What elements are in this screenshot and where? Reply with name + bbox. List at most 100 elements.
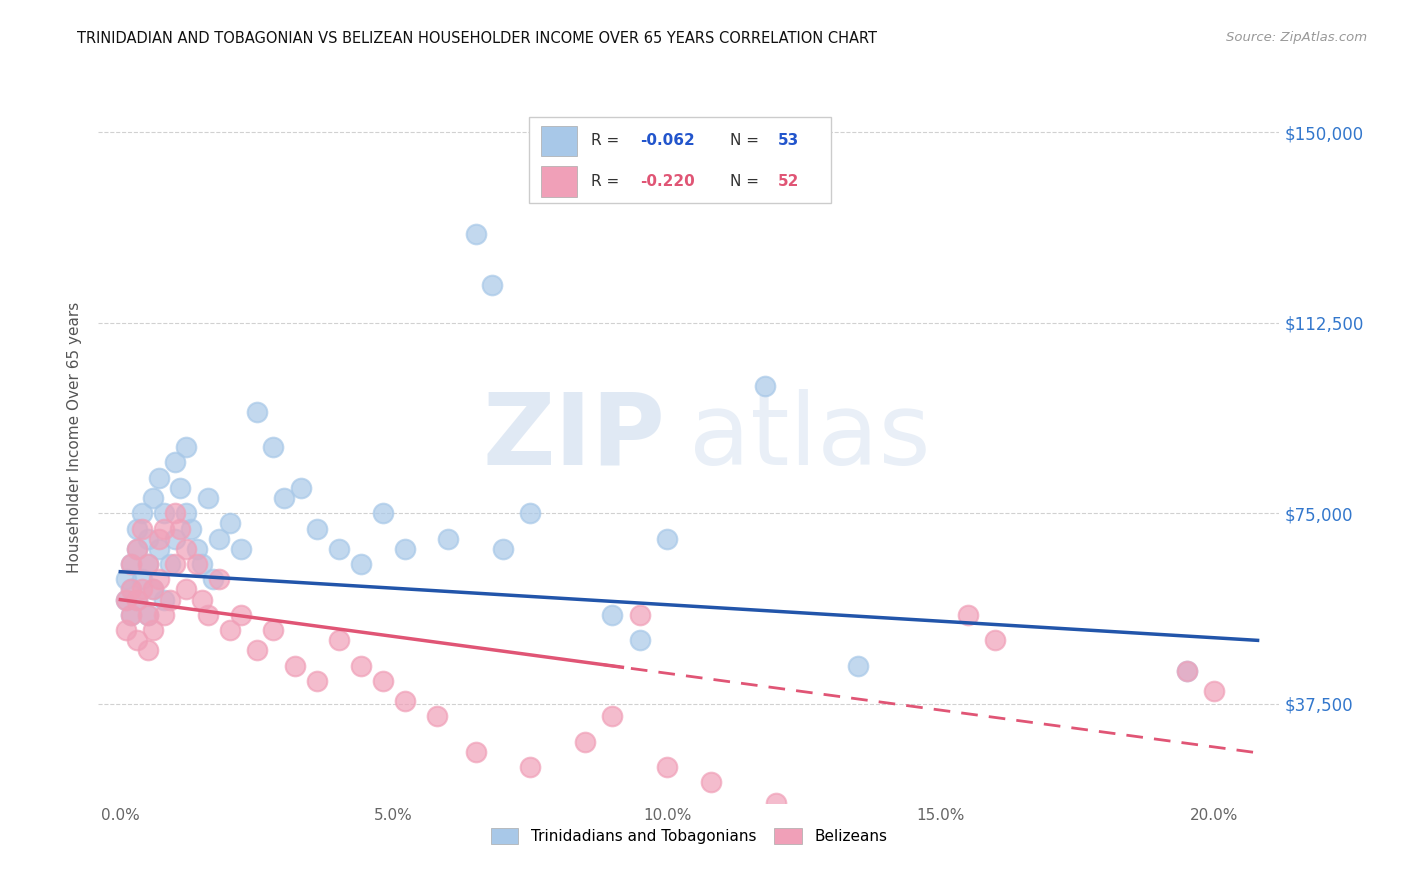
Point <box>202 572 225 586</box>
Point <box>602 709 624 723</box>
Point <box>464 745 486 759</box>
Point <box>218 623 240 637</box>
Point <box>229 607 252 622</box>
Point <box>120 557 142 571</box>
Point <box>120 607 142 622</box>
Point <box>148 471 170 485</box>
Point <box>492 541 515 556</box>
Point <box>180 521 202 535</box>
Text: Source: ZipAtlas.com: Source: ZipAtlas.com <box>1226 31 1367 45</box>
Point <box>262 440 284 454</box>
Point <box>153 607 176 622</box>
Point <box>136 532 159 546</box>
Point <box>131 506 153 520</box>
Text: 52: 52 <box>778 174 799 189</box>
Point <box>131 572 153 586</box>
Point <box>125 633 148 648</box>
Point <box>136 607 159 622</box>
Point <box>628 633 651 648</box>
Point <box>700 775 723 789</box>
Point <box>136 557 159 571</box>
Point <box>153 521 176 535</box>
Text: ZIP: ZIP <box>482 389 665 485</box>
Point <box>628 607 651 622</box>
Point <box>655 532 678 546</box>
FancyBboxPatch shape <box>530 117 831 203</box>
Point <box>350 557 373 571</box>
Point <box>956 607 979 622</box>
Point <box>246 405 269 419</box>
Point <box>464 227 486 241</box>
Text: N =: N = <box>730 134 763 148</box>
Point <box>174 582 197 597</box>
Point <box>163 532 186 546</box>
Point <box>163 506 186 520</box>
Point <box>519 760 541 774</box>
Point <box>208 572 231 586</box>
Point <box>394 541 416 556</box>
Point <box>136 607 159 622</box>
Point <box>519 506 541 520</box>
Text: 53: 53 <box>778 134 799 148</box>
Point <box>273 491 295 505</box>
Point <box>481 277 503 292</box>
FancyBboxPatch shape <box>541 166 576 197</box>
Point <box>765 796 787 810</box>
Text: -0.220: -0.220 <box>641 174 696 189</box>
Point <box>120 582 142 597</box>
Point <box>159 592 181 607</box>
Point <box>148 541 170 556</box>
Point <box>142 582 165 597</box>
Point <box>131 582 153 597</box>
Point <box>191 557 214 571</box>
Point <box>174 541 197 556</box>
Point <box>371 506 394 520</box>
Point <box>284 658 307 673</box>
Point <box>125 541 148 556</box>
Point <box>426 709 449 723</box>
Point <box>208 532 231 546</box>
Point <box>142 491 165 505</box>
Point <box>848 658 870 673</box>
Point <box>262 623 284 637</box>
Point <box>136 643 159 657</box>
Text: atlas: atlas <box>689 389 931 485</box>
Point <box>125 592 148 607</box>
Point <box>1202 684 1225 698</box>
Point <box>1175 664 1198 678</box>
Point <box>125 541 148 556</box>
Point <box>655 760 678 774</box>
Point <box>350 658 373 673</box>
Point <box>307 521 329 535</box>
Point <box>142 623 165 637</box>
Point <box>246 643 269 657</box>
Point <box>229 541 252 556</box>
Point <box>290 481 312 495</box>
Point <box>437 532 460 546</box>
Point <box>307 673 329 688</box>
Point <box>148 532 170 546</box>
Y-axis label: Householder Income Over 65 years: Householder Income Over 65 years <box>67 301 83 573</box>
Point <box>131 521 153 535</box>
Point <box>191 592 214 607</box>
Point <box>754 379 776 393</box>
Point <box>153 506 176 520</box>
Point <box>114 592 136 607</box>
Text: N =: N = <box>730 174 763 189</box>
Point <box>602 607 624 622</box>
Point <box>174 506 197 520</box>
Point <box>169 521 191 535</box>
Point <box>136 557 159 571</box>
FancyBboxPatch shape <box>541 126 576 156</box>
Point <box>371 673 394 688</box>
Text: R =: R = <box>591 134 624 148</box>
Point <box>186 557 208 571</box>
Point <box>197 491 219 505</box>
Point <box>114 623 136 637</box>
Point <box>125 521 148 535</box>
Point <box>125 592 148 607</box>
Point <box>1175 664 1198 678</box>
Point <box>328 541 350 556</box>
Point <box>218 516 240 531</box>
Point <box>574 735 596 749</box>
